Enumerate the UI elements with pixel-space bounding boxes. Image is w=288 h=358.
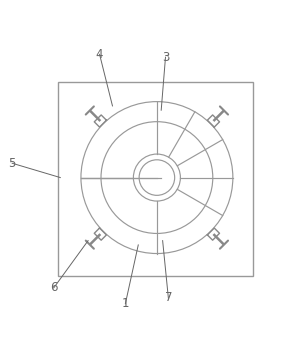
Text: 7: 7	[165, 291, 172, 304]
Text: 3: 3	[162, 51, 169, 64]
Text: 1: 1	[122, 297, 129, 310]
Text: 6: 6	[50, 281, 58, 294]
Bar	[58, 82, 253, 276]
Text: 5: 5	[8, 157, 16, 170]
Text: 4: 4	[96, 48, 103, 61]
